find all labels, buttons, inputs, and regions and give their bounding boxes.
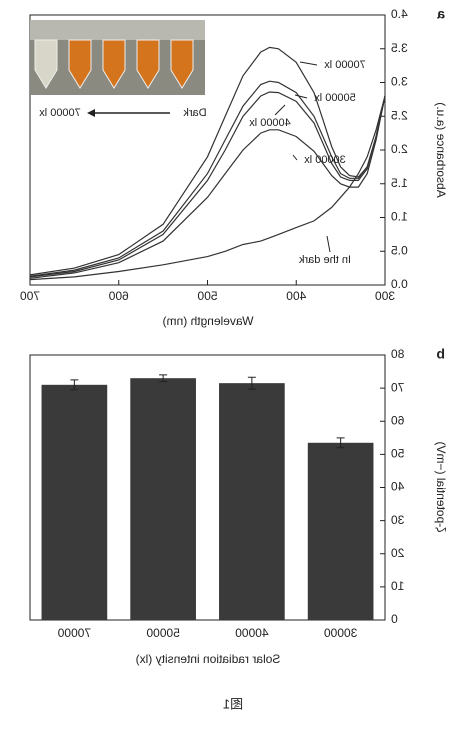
y-tick-label: 3.5 <box>391 41 408 55</box>
x-tick-label: 300 <box>375 289 395 303</box>
error-bar <box>70 379 79 391</box>
label-arrow <box>294 94 308 99</box>
label-arrow <box>274 104 286 116</box>
y-tick-label: 40 <box>391 480 405 494</box>
series-line <box>29 95 386 279</box>
y-tick-label: 80 <box>391 347 405 361</box>
y-tick-label: 2.0 <box>391 142 408 156</box>
y-tick-label: 30 <box>391 513 405 527</box>
y-tick-label: 0 <box>391 612 398 626</box>
inset-label: 70000 lx <box>39 107 81 119</box>
label-arrow <box>292 154 298 161</box>
x-tick-label: 400 <box>286 289 306 303</box>
error-bar <box>336 437 345 449</box>
series-label: 50000 lx <box>314 92 356 104</box>
x-axis-label: Wavelength (nm) <box>163 314 254 328</box>
x-tick-label: 40000 <box>235 626 269 640</box>
series-label: In the dark <box>299 254 351 266</box>
series-label: 70000 lx <box>324 59 366 71</box>
panel-label: a <box>437 6 445 22</box>
y-tick-label: 70 <box>391 380 405 394</box>
y-tick-label: 10 <box>391 579 405 593</box>
y-tick-label: 3.0 <box>391 75 408 89</box>
y-tick-label: 2.5 <box>391 108 408 122</box>
series-line <box>29 95 386 281</box>
y-axis-label: ζ-potential (−mV) <box>434 442 448 533</box>
panel-label: b <box>436 346 445 362</box>
series-line <box>29 80 386 277</box>
y-tick-label: 60 <box>391 413 405 427</box>
y-tick-label: 50 <box>391 447 405 461</box>
y-tick-label: 0.0 <box>391 277 408 291</box>
bar <box>307 442 374 620</box>
error-bar <box>159 374 168 382</box>
bar <box>130 378 196 620</box>
caption: 图1 <box>223 696 243 711</box>
inset-label: Dark <box>183 107 207 119</box>
y-tick-label: 1.0 <box>391 210 408 224</box>
x-tick-label: 600 <box>108 289 128 303</box>
series-label: 40000 lx <box>249 117 291 129</box>
x-tick-label: 30000 <box>324 626 358 640</box>
y-tick-label: 1.5 <box>391 176 408 190</box>
y-tick-label: 0.5 <box>391 243 408 257</box>
y-tick-label: 4.0 <box>391 7 408 21</box>
series-label: 30000 lx <box>304 154 346 166</box>
error-bar <box>247 376 256 390</box>
label-arrow <box>299 61 318 66</box>
photo <box>30 20 205 117</box>
series-line <box>29 91 386 278</box>
bar <box>41 384 108 620</box>
y-tick-label: 20 <box>391 546 405 560</box>
y-axis-label: Absorbance (a.u.) <box>434 102 448 197</box>
x-tick-label: 70000 <box>57 626 91 640</box>
x-tick-label: 500 <box>197 289 217 303</box>
x-tick-label: 50000 <box>146 626 180 640</box>
x-axis-label: Solar radiation intensity (lx) <box>136 652 281 666</box>
label-arrow <box>326 235 331 253</box>
bar <box>219 383 285 620</box>
x-tick-label: 700 <box>20 289 40 303</box>
